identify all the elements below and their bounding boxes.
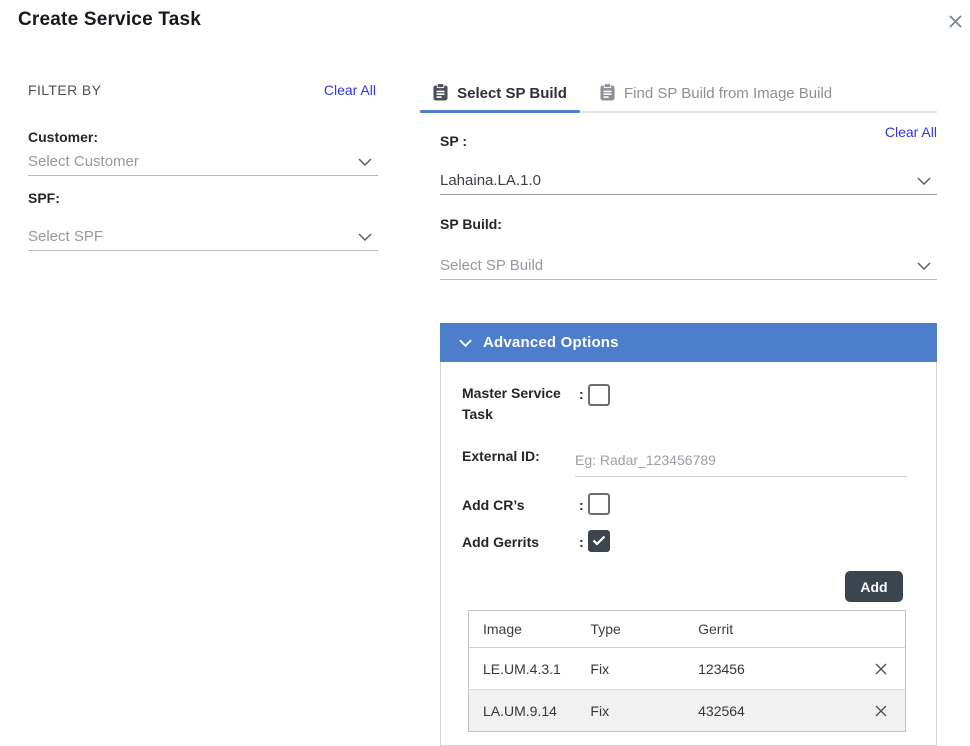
tab-find-sp-build-from-image-build[interactable]: Find SP Build from Image Build: [600, 76, 832, 110]
advanced-options-toggle[interactable]: Advanced Options: [440, 323, 937, 362]
colon-separator: :: [579, 534, 584, 550]
chevron-down-icon: [917, 257, 931, 275]
cell-image: LE.UM.4.3.1: [483, 660, 561, 677]
close-icon: [874, 705, 888, 721]
cell-image: LA.UM.9.14: [483, 702, 557, 719]
add-crs-label: Add CR’s: [462, 497, 525, 513]
customer-label: Customer:: [28, 129, 99, 145]
customer-select-placeholder: Select Customer: [28, 153, 139, 170]
tab-select-sp-build[interactable]: Select SP Build: [420, 76, 580, 110]
master-service-task-label: Master Service Task: [462, 385, 561, 422]
colon-separator: :: [579, 497, 584, 513]
customer-select[interactable]: Select Customer: [28, 148, 378, 176]
colon-separator: :: [579, 386, 584, 402]
spf-select-placeholder: Select SPF: [28, 228, 104, 245]
remove-row-button[interactable]: [870, 700, 892, 722]
external-id-input[interactable]: [575, 444, 907, 477]
column-header-type: Type: [590, 621, 621, 637]
chevron-down-icon: [358, 228, 372, 246]
column-header-image: Image: [483, 621, 522, 637]
table-row: LA.UM.9.14 Fix 432564: [468, 689, 906, 732]
clipboard-icon: [433, 82, 448, 104]
close-button[interactable]: [942, 10, 968, 36]
page-title: Create Service Task: [18, 9, 202, 30]
add-gerrit-button[interactable]: Add: [845, 571, 903, 602]
close-icon: [948, 14, 963, 32]
sp-build-select[interactable]: Select SP Build: [440, 252, 937, 280]
chevron-down-icon: [358, 153, 372, 171]
checkmark-icon: [592, 534, 606, 549]
add-gerrits-checkbox[interactable]: [588, 530, 610, 552]
sp-select-value: Lahaina.LA.1.0: [440, 172, 541, 189]
tab-label: Select SP Build: [457, 84, 567, 102]
spf-select[interactable]: Select SPF: [28, 223, 378, 251]
advanced-options-body: Master Service Task : External ID: Add C…: [440, 362, 937, 746]
tab-label: Find SP Build from Image Build: [624, 84, 833, 102]
advanced-options-label: Advanced Options: [483, 334, 619, 351]
master-service-task-checkbox[interactable]: [588, 384, 610, 406]
clipboard-icon: [600, 82, 615, 104]
cell-gerrit: 123456: [698, 660, 745, 677]
add-gerrits-label: Add Gerrits: [462, 534, 540, 550]
chevron-down-icon: [459, 335, 472, 350]
gerrit-table: Image Type Gerrit LE.UM.4.3.1 Fix 123456: [468, 610, 906, 732]
external-id-label: External ID:: [462, 448, 540, 464]
sp-form-clear-all-link[interactable]: Clear All: [884, 124, 937, 140]
cell-type: Fix: [590, 660, 610, 677]
add-crs-checkbox[interactable]: [588, 493, 610, 515]
spf-label: SPF:: [28, 190, 60, 206]
table-row: LE.UM.4.3.1 Fix 123456: [468, 648, 906, 690]
filter-header-row: FILTER BY Clear All: [28, 82, 376, 98]
sp-select[interactable]: Lahaina.LA.1.0: [440, 167, 937, 195]
column-header-gerrit: Gerrit: [698, 621, 734, 637]
close-icon: [874, 663, 888, 679]
filter-by-heading: FILTER BY: [28, 82, 102, 98]
chevron-down-icon: [917, 172, 931, 190]
sp-label: SP :: [440, 133, 467, 149]
sp-build-label: SP Build:: [440, 216, 502, 232]
remove-row-button[interactable]: [870, 658, 892, 680]
gerrit-table-header-row: Image Type Gerrit: [468, 611, 906, 648]
sp-build-select-placeholder: Select SP Build: [440, 257, 544, 274]
advanced-options-panel: Advanced Options Master Service Task : E…: [440, 323, 937, 746]
active-tab-underline: [420, 110, 580, 113]
tabbar-divider: [420, 111, 937, 113]
filter-clear-all-link[interactable]: Clear All: [323, 82, 376, 98]
cell-gerrit: 432564: [698, 702, 745, 719]
cell-type: Fix: [590, 702, 610, 719]
